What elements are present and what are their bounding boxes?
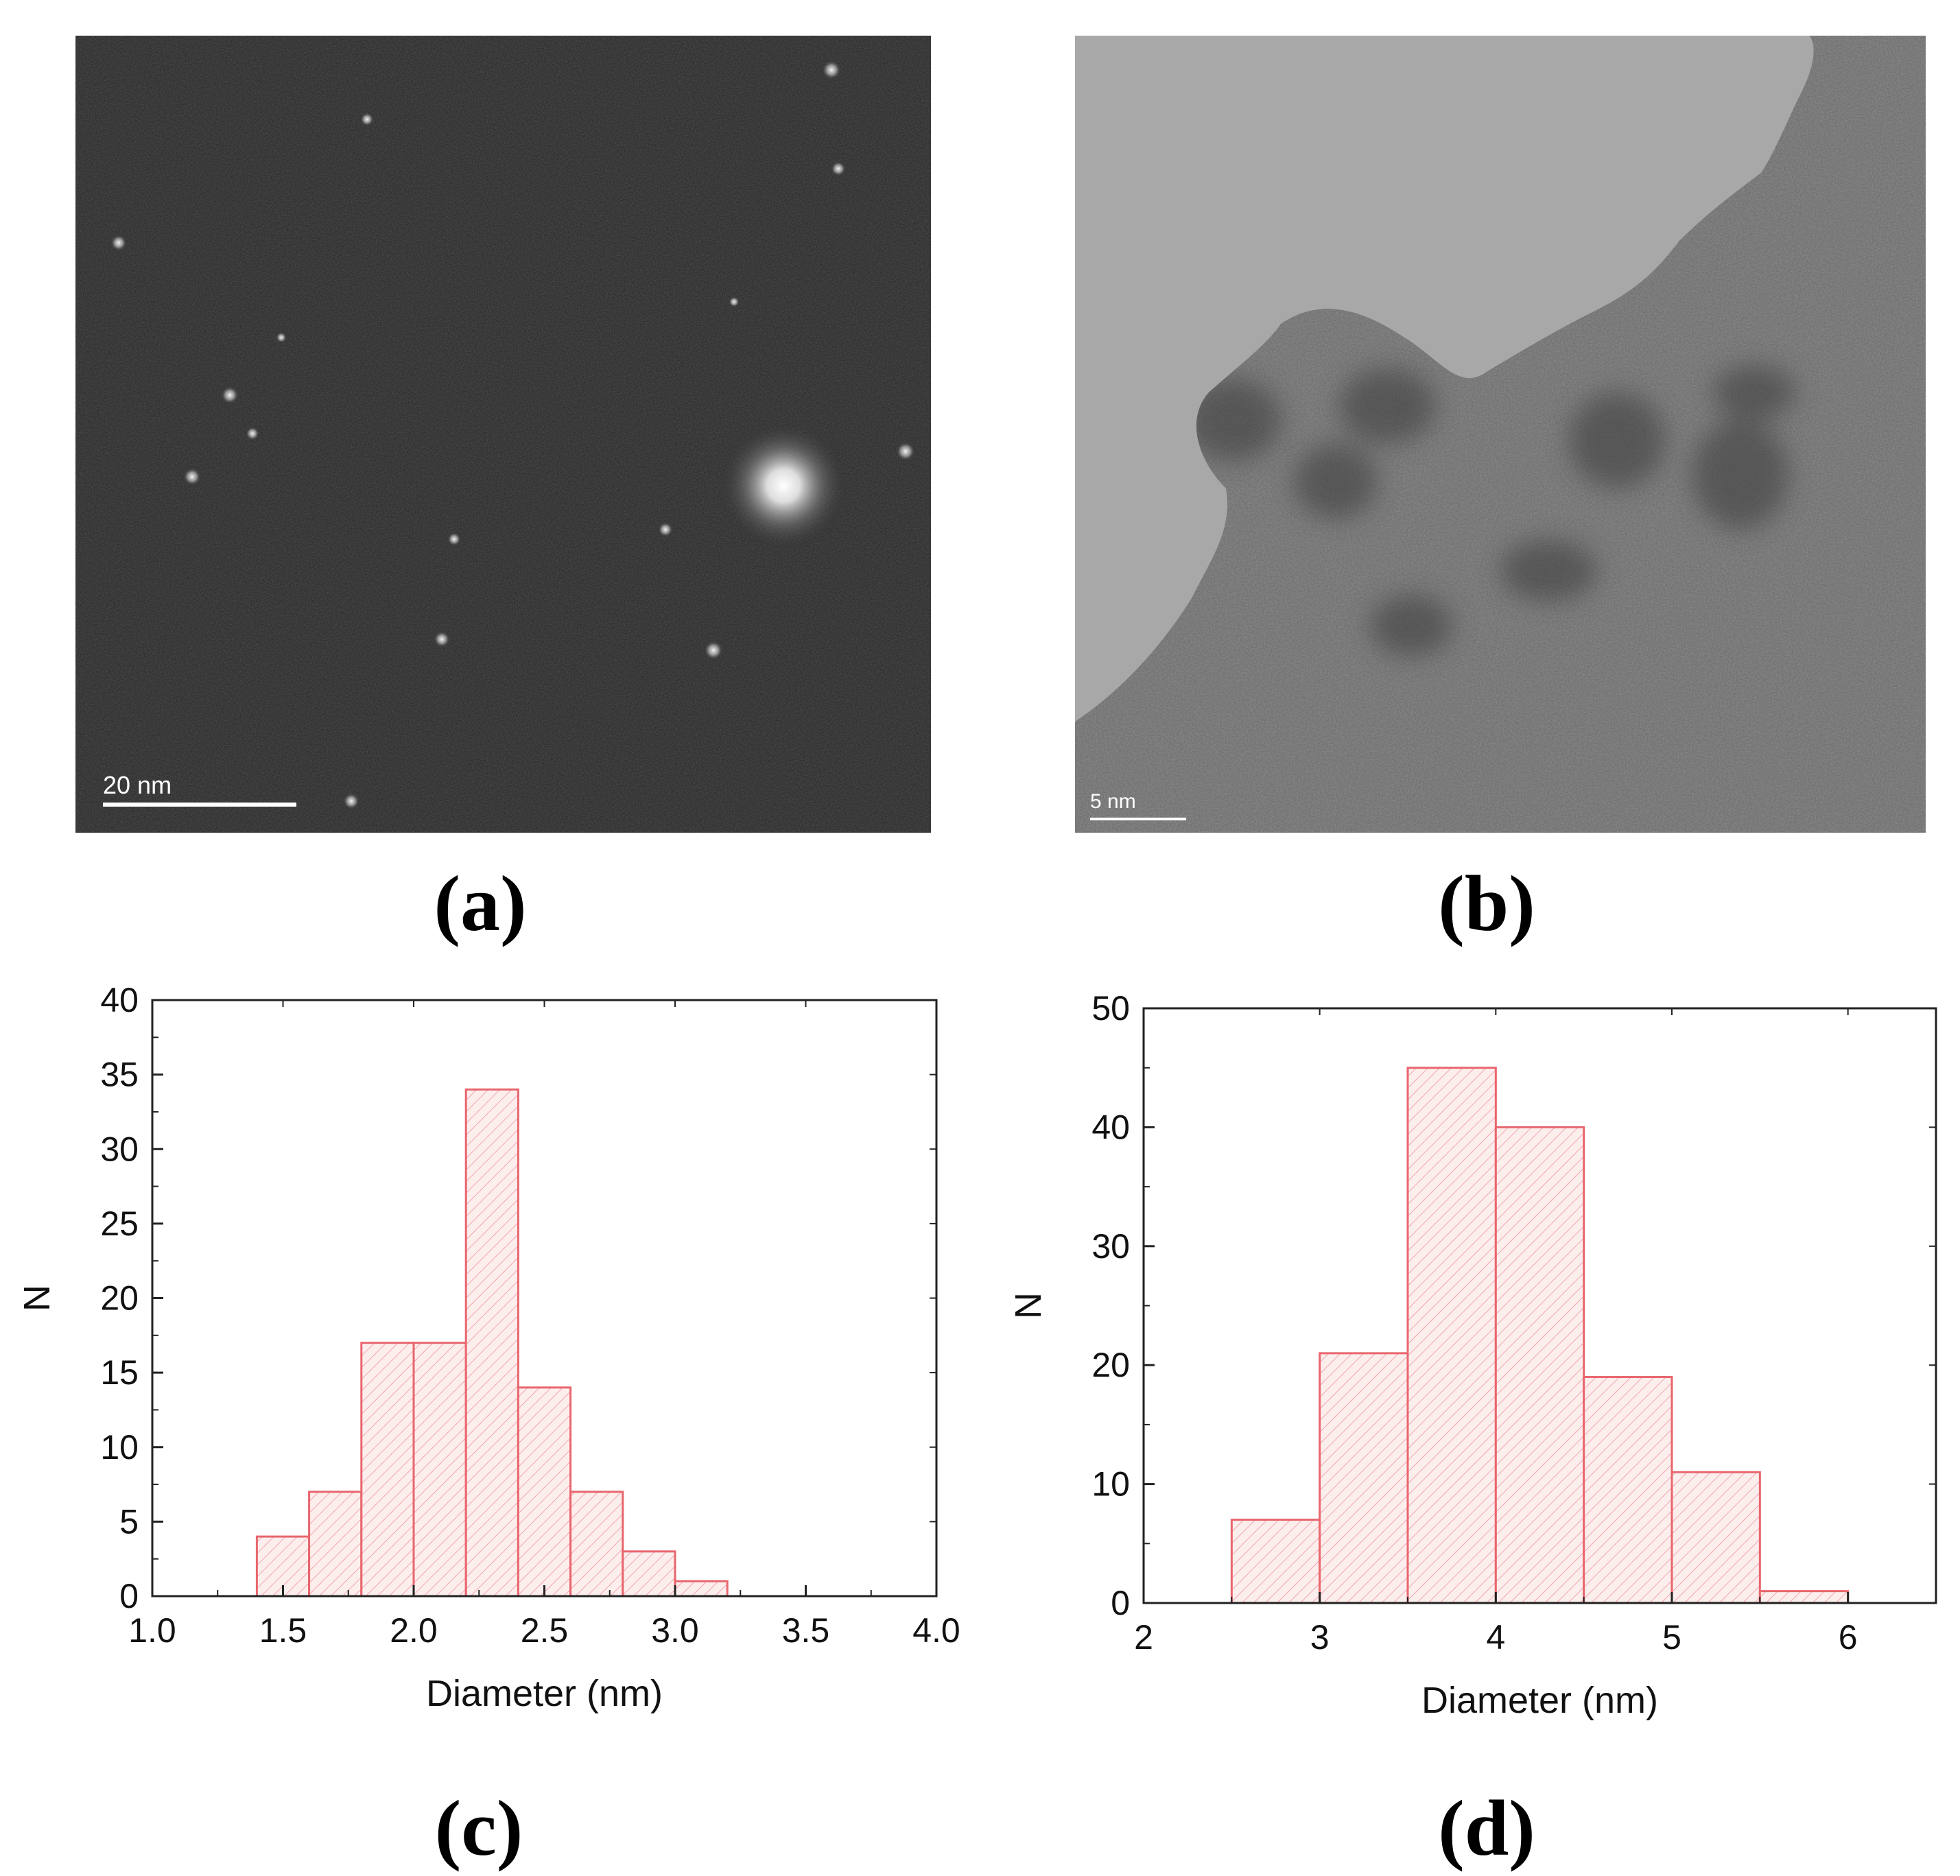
- panel-label-b: (b): [1438, 860, 1535, 948]
- x-tick-label-d-1: 3: [1310, 1618, 1330, 1657]
- hist-bar-c-1: [308, 1491, 363, 1598]
- hist-bar-c-6: [569, 1491, 624, 1598]
- hist-bar-c-7: [622, 1550, 676, 1598]
- hist-bar-c-2: [360, 1342, 415, 1598]
- x-tick-label-d-0: 2: [1134, 1618, 1153, 1657]
- histogram-c: 0 5 10 15 20 25 30 35 40 1.0 1.5 2.0 2.5 3.0 3.5 4.0 Dia…: [16, 981, 960, 1714]
- y-axis-label-c: N: [16, 1285, 58, 1311]
- hist-bar-d-5: [1670, 1471, 1761, 1604]
- x-tick-label-d-4: 6: [1839, 1618, 1858, 1657]
- y-tick-label-c-1: 5: [119, 1502, 139, 1541]
- panel-label-c: (c): [434, 1785, 523, 1873]
- x-axis-label-d: Diameter (nm): [1421, 1680, 1658, 1721]
- scale-line-b: [1090, 818, 1186, 820]
- hist-bar-c-8: [674, 1580, 729, 1598]
- micrograph-b: 5 nm: [1075, 36, 1926, 833]
- scale-bar-a: 20 nm: [103, 765, 296, 807]
- y-tick-label-c-7: 35: [100, 1056, 139, 1094]
- x-tick-label-c-1: 1.5: [259, 1611, 307, 1650]
- scale-line-a: [103, 803, 296, 807]
- x-tick-label-c-4: 3.0: [651, 1611, 699, 1650]
- panel-label-a: (a): [434, 860, 527, 948]
- hist-bar-d-1: [1319, 1352, 1409, 1604]
- y-tick-label-c-8: 40: [100, 981, 139, 1019]
- hist-bar-d-2: [1406, 1067, 1497, 1604]
- x-tick-label-d-2: 4: [1486, 1618, 1505, 1657]
- scale-bar-b: 5 nm: [1090, 786, 1186, 820]
- scale-label-a: 20 nm: [103, 771, 172, 799]
- y-tick-label-c-0: 0: [119, 1577, 139, 1615]
- y-axis-label-d: N: [1008, 1292, 1049, 1319]
- y-tick-label-c-4: 20: [100, 1279, 139, 1318]
- x-tick-label-c-5: 3.5: [782, 1611, 830, 1650]
- y-tick-label-c-6: 30: [100, 1130, 139, 1168]
- x-tick-label-c-6: 4.0: [912, 1611, 960, 1650]
- nanoparticle-clusters: [1185, 365, 1795, 656]
- hist-bar-d-6: [1758, 1590, 1850, 1604]
- y-tick-label-d-0: 0: [1111, 1584, 1130, 1622]
- hist-bar-d-4: [1583, 1376, 1673, 1604]
- x-tick-label-c-3: 2.5: [521, 1611, 569, 1650]
- micrograph-a: 20 nm: [75, 36, 931, 833]
- x-tick-label-d-3: 5: [1662, 1618, 1681, 1657]
- y-tick-label-c-3: 15: [100, 1353, 139, 1392]
- hist-bar-c-4: [464, 1088, 519, 1598]
- x-tick-label-c-2: 2.0: [390, 1611, 438, 1650]
- hist-bar-c-3: [412, 1342, 467, 1598]
- hist-bar-d-3: [1494, 1126, 1585, 1604]
- y-tick-label-d-2: 20: [1091, 1346, 1130, 1384]
- y-tick-label-c-2: 10: [100, 1428, 139, 1467]
- hist-bar-d-0: [1230, 1519, 1321, 1604]
- hist-bar-c-5: [517, 1386, 572, 1598]
- histogram-d: 0 10 20 30 40 50 2 3 4 5 6 Diameter (nm) N: [1008, 989, 1937, 1721]
- panel-label-d: (d): [1438, 1785, 1535, 1873]
- y-tick-label-d-1: 10: [1091, 1465, 1130, 1504]
- y-tick-label-d-4: 40: [1091, 1108, 1130, 1146]
- x-tick-label-c-0: 1.0: [128, 1611, 176, 1650]
- bright-particle: [718, 420, 849, 551]
- y-tick-label-d-5: 50: [1091, 989, 1130, 1028]
- x-axis-label-c: Diameter (nm): [426, 1673, 663, 1714]
- scale-label-b: 5 nm: [1090, 790, 1136, 813]
- y-tick-label-c-5: 25: [100, 1204, 139, 1243]
- y-tick-label-d-3: 30: [1091, 1227, 1130, 1266]
- particle-dots: [110, 60, 915, 809]
